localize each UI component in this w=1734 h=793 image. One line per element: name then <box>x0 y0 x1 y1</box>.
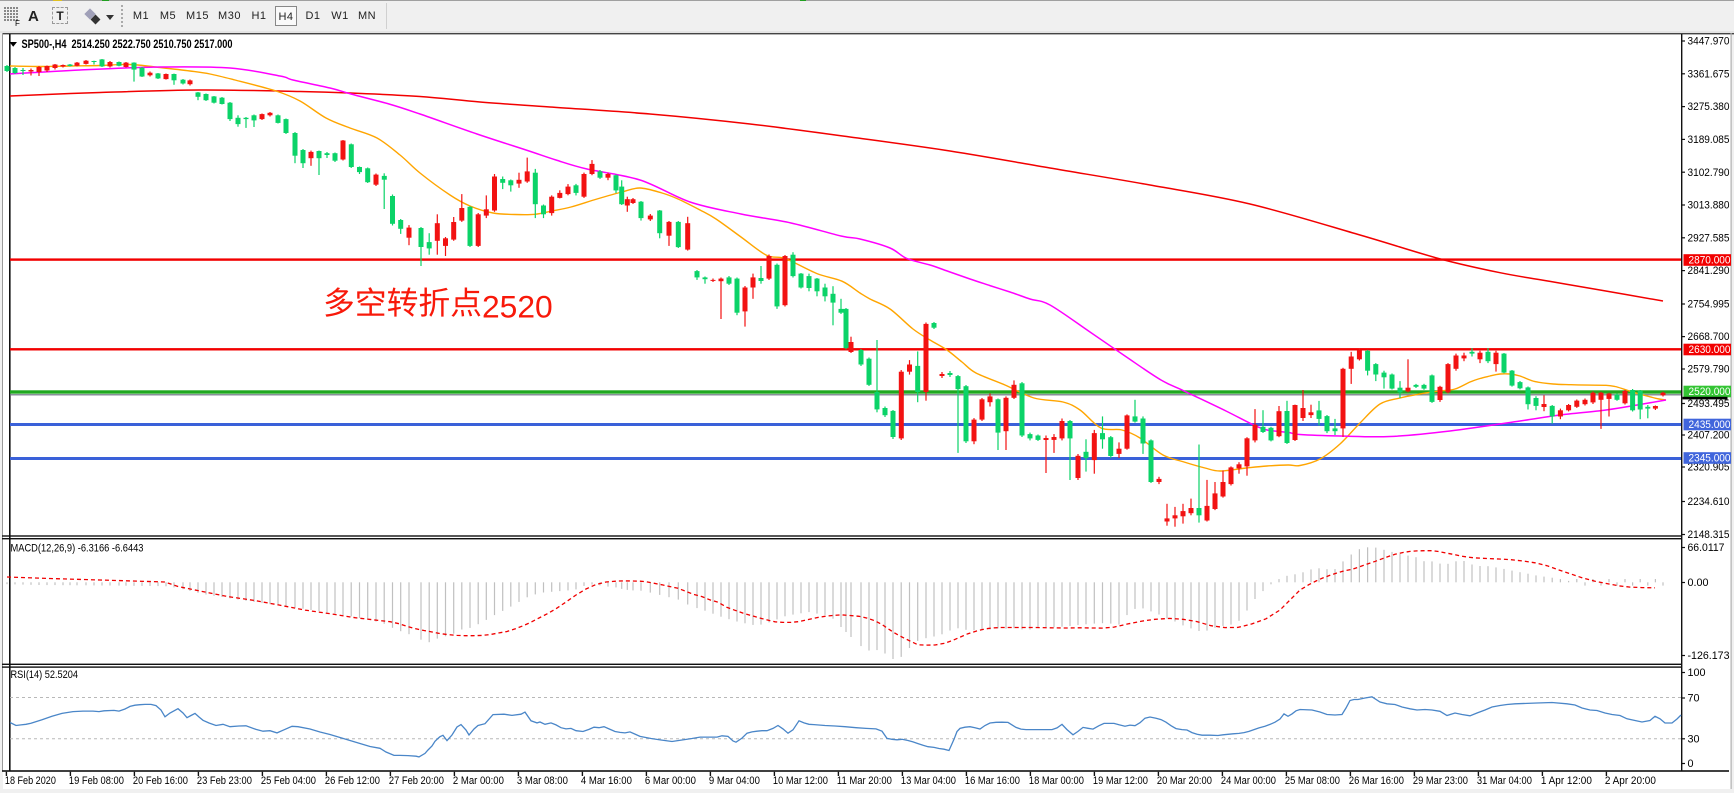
svg-text:16 Mar 16:00: 16 Mar 16:00 <box>965 775 1020 787</box>
svg-text:3 Mar 08:00: 3 Mar 08:00 <box>517 775 568 787</box>
svg-text:2 Apr 20:00: 2 Apr 20:00 <box>1605 775 1656 787</box>
svg-text:23 Feb 23:00: 23 Feb 23:00 <box>197 775 252 787</box>
svg-text:70: 70 <box>1688 693 1700 705</box>
svg-text:0: 0 <box>1688 758 1694 770</box>
svg-text:100: 100 <box>1688 667 1706 679</box>
svg-text:2870.000: 2870.000 <box>1689 255 1731 267</box>
svg-text:3447.970: 3447.970 <box>1688 36 1730 48</box>
svg-text:18 Mar 00:00: 18 Mar 00:00 <box>1029 775 1084 787</box>
svg-text:18 Feb 2020: 18 Feb 2020 <box>5 775 56 787</box>
svg-text:20 Mar 20:00: 20 Mar 20:00 <box>1157 775 1212 787</box>
svg-text:2 Mar 00:00: 2 Mar 00:00 <box>453 775 504 787</box>
svg-text:2234.610: 2234.610 <box>1688 496 1730 508</box>
svg-text:3189.085: 3189.085 <box>1688 134 1730 146</box>
svg-text:29 Mar 23:00: 29 Mar 23:00 <box>1413 775 1468 787</box>
svg-text:30: 30 <box>1688 733 1700 745</box>
svg-text:20 Feb 16:00: 20 Feb 16:00 <box>133 775 188 787</box>
svg-text:2320.905: 2320.905 <box>1688 462 1730 474</box>
svg-text:26 Mar 16:00: 26 Mar 16:00 <box>1349 775 1404 787</box>
svg-text:24 Mar 00:00: 24 Mar 00:00 <box>1221 775 1276 787</box>
svg-text:6 Mar 00:00: 6 Mar 00:00 <box>645 775 696 787</box>
svg-text:F: F <box>15 19 20 27</box>
svg-text:2520: 2520 <box>482 289 553 325</box>
svg-text:-126.173: -126.173 <box>1688 650 1730 662</box>
svg-text:4 Mar 16:00: 4 Mar 16:00 <box>581 775 632 787</box>
svg-text:2493.495: 2493.495 <box>1688 398 1730 410</box>
svg-text:19 Feb 08:00: 19 Feb 08:00 <box>69 775 124 787</box>
svg-text:2754.995: 2754.995 <box>1688 299 1730 311</box>
svg-text:25 Mar 08:00: 25 Mar 08:00 <box>1285 775 1340 787</box>
svg-text:2345.000: 2345.000 <box>1689 453 1731 465</box>
svg-text:3275.380: 3275.380 <box>1688 101 1730 113</box>
svg-text:27 Feb 20:00: 27 Feb 20:00 <box>389 775 444 787</box>
svg-text:3361.675: 3361.675 <box>1688 68 1730 80</box>
svg-text:1 Apr 12:00: 1 Apr 12:00 <box>1541 775 1592 787</box>
svg-text:3013.880: 3013.880 <box>1688 200 1730 212</box>
svg-text:RSI(14) 52.5204: RSI(14) 52.5204 <box>11 669 79 681</box>
svg-text:MACD(12,26,9) -6.3166 -6.6443: MACD(12,26,9) -6.3166 -6.6443 <box>11 543 144 555</box>
svg-text:26 Feb 12:00: 26 Feb 12:00 <box>325 775 380 787</box>
svg-text:11 Mar 20:00: 11 Mar 20:00 <box>837 775 892 787</box>
svg-text:2435.000: 2435.000 <box>1689 419 1731 431</box>
svg-text:0.00: 0.00 <box>1688 577 1709 589</box>
svg-text:19 Mar 12:00: 19 Mar 12:00 <box>1093 775 1148 787</box>
svg-text:2148.315: 2148.315 <box>1688 529 1730 541</box>
svg-text:13 Mar 04:00: 13 Mar 04:00 <box>901 775 956 787</box>
svg-text:SP500-,H4 2514.250 2522.750 2: SP500-,H4 2514.250 2522.750 2510.750 251… <box>22 39 233 51</box>
svg-text:25 Feb 04:00: 25 Feb 04:00 <box>261 775 316 787</box>
svg-text:2668.700: 2668.700 <box>1688 331 1730 343</box>
svg-text:2407.200: 2407.200 <box>1688 430 1730 442</box>
svg-text:66.0117: 66.0117 <box>1688 542 1725 554</box>
svg-text:2579.790: 2579.790 <box>1688 364 1730 376</box>
svg-text:10 Mar 12:00: 10 Mar 12:00 <box>773 775 828 787</box>
svg-text:2841.290: 2841.290 <box>1688 265 1730 277</box>
svg-text:2927.585: 2927.585 <box>1688 232 1730 244</box>
svg-text:31 Mar 04:00: 31 Mar 04:00 <box>1477 775 1532 787</box>
svg-text:2630.000: 2630.000 <box>1689 344 1731 356</box>
svg-text:3102.790: 3102.790 <box>1688 167 1730 179</box>
svg-text:9 Mar 04:00: 9 Mar 04:00 <box>709 775 760 787</box>
svg-text:2520.000: 2520.000 <box>1689 386 1731 398</box>
